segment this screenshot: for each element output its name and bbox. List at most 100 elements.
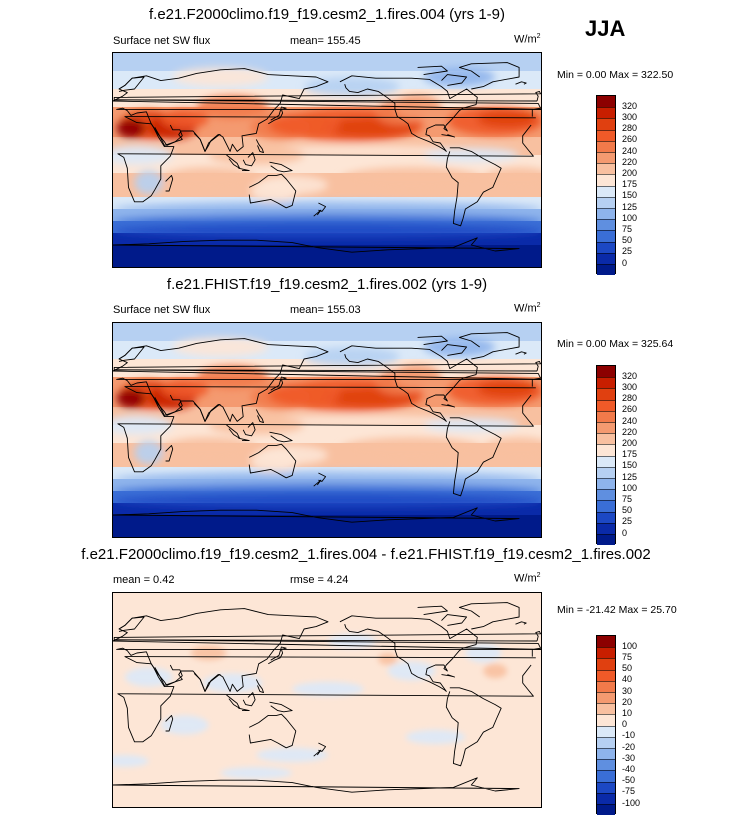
field-blob — [113, 415, 173, 435]
field-blob — [113, 493, 541, 508]
coastline — [441, 344, 468, 356]
colorbar-swatch — [597, 252, 615, 264]
coastline — [268, 106, 287, 125]
panel-3-map — [112, 592, 542, 808]
field-blob — [250, 179, 299, 203]
colorbar-tick-label: 175 — [622, 449, 638, 460]
colorbar-tick-label: -50 — [622, 775, 636, 786]
field-blob — [292, 681, 364, 697]
colorbar-swatches — [596, 95, 616, 276]
panel-1-title: f.e21.F2000climo.f19_f19.cesm2_1.fires.0… — [148, 6, 505, 23]
panel-2-mean: mean= 155.03 — [290, 304, 361, 316]
coastline — [268, 646, 287, 665]
map-plot — [113, 593, 541, 807]
colorbar-tick-label: 100 — [622, 482, 638, 493]
coastline — [441, 74, 468, 86]
coastline — [242, 422, 256, 437]
colorbar-swatch — [597, 770, 615, 782]
colorbar-tick-label: 150 — [622, 190, 638, 201]
panel-2-variable: Surface net SW flux — [113, 304, 211, 316]
colorbar-tick-label: 75 — [622, 493, 633, 504]
colorbar-swatch — [597, 163, 615, 175]
coastline — [255, 139, 264, 154]
colorbar-swatch — [597, 792, 615, 804]
panel-1-units: W/m2 — [514, 33, 541, 46]
coastline — [441, 614, 468, 626]
colorbar-swatches — [596, 365, 616, 546]
coastline — [154, 394, 183, 416]
field-blob — [196, 95, 269, 119]
colorbar-swatch — [597, 366, 615, 378]
colorbar-tick-label: 260 — [622, 134, 638, 145]
field-blob — [256, 747, 328, 763]
coastline — [458, 332, 520, 360]
coastline — [248, 173, 297, 209]
colorbar-swatch — [597, 736, 615, 748]
coastline — [242, 152, 256, 167]
panel-3-mean: mean = 0.42 — [113, 574, 175, 586]
colorbar-tick-label: 0 — [622, 257, 628, 268]
field-blob — [124, 667, 173, 687]
field-blob — [477, 380, 538, 398]
coastline — [113, 639, 541, 657]
coastline — [113, 360, 541, 372]
colorbar-swatch — [597, 118, 615, 130]
coastline — [339, 615, 478, 692]
colorbar-tick-label: 300 — [622, 381, 638, 392]
field-blob — [113, 223, 541, 238]
colorbar-tick-label: 175 — [622, 179, 638, 190]
field-blob — [378, 653, 398, 665]
field-blob — [116, 389, 146, 409]
colorbar-swatch — [597, 455, 615, 467]
colorbar-swatch — [597, 241, 615, 253]
coastline — [113, 369, 541, 387]
colorbar-swatch — [597, 489, 615, 501]
field-blob — [483, 167, 541, 191]
colorbar-swatch — [597, 522, 615, 534]
colorbar-swatch — [597, 433, 615, 445]
colorbar-tick-label: 260 — [622, 404, 638, 415]
coastline — [113, 99, 541, 117]
coastline — [248, 713, 297, 749]
colorbar-swatch — [597, 264, 615, 276]
field-blob — [483, 437, 541, 461]
coastline — [118, 76, 145, 92]
coastline — [113, 237, 520, 253]
colorbar-tick-label: 300 — [622, 111, 638, 122]
panel-1-mean: mean= 155.45 — [290, 35, 361, 47]
colorbar-tick-label: 10 — [622, 707, 633, 718]
colorbar-swatch — [597, 714, 615, 726]
field-blob — [328, 633, 376, 649]
colorbar-tick-label: 40 — [622, 674, 633, 685]
colorbar-tick-label: 125 — [622, 201, 638, 212]
colorbar-tick-label: 280 — [622, 123, 638, 134]
field-blob — [172, 67, 269, 87]
colorbar-swatch — [597, 658, 615, 670]
coastline — [458, 62, 520, 90]
colorbar-swatch — [597, 703, 615, 715]
colorbar-swatch — [597, 129, 615, 141]
map-background — [113, 593, 541, 807]
colorbar-swatch — [597, 410, 615, 422]
colorbar-swatch — [597, 759, 615, 771]
map-plot — [113, 53, 541, 267]
panel-3-rmse: rmse = 4.24 — [290, 574, 349, 586]
coastline — [193, 133, 221, 152]
colorbar-swatch — [597, 647, 615, 659]
colorbar-tick-label: 200 — [622, 437, 638, 448]
colorbar-tick-label: 220 — [622, 156, 638, 167]
colorbar-swatch — [597, 196, 615, 208]
colorbar-tick-label: 0 — [622, 719, 628, 730]
coastline — [238, 437, 250, 442]
colorbar-swatch — [597, 388, 615, 400]
colorbar-swatch — [597, 511, 615, 523]
colorbar-swatch — [597, 500, 615, 512]
panel-2-map — [112, 322, 542, 538]
field-blob — [268, 113, 340, 137]
field-blob — [339, 437, 484, 461]
colorbar-tick-label: 20 — [622, 696, 633, 707]
coastline — [165, 714, 174, 732]
field-blob — [113, 471, 541, 487]
coastline — [417, 605, 448, 616]
map-plot — [113, 323, 541, 537]
